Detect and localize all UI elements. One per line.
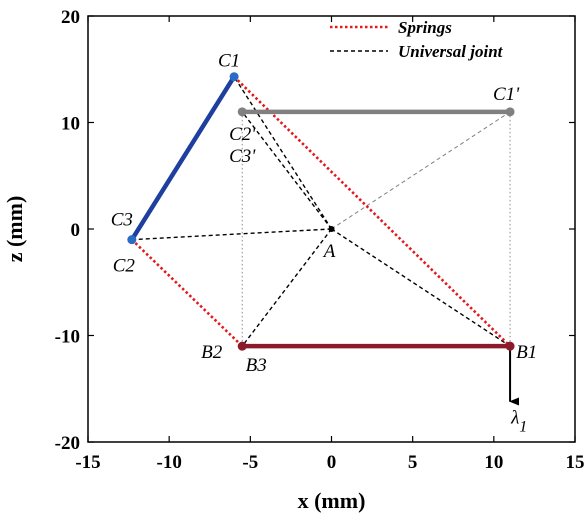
lambda-label: λ1 (510, 408, 527, 436)
x-tick-label: -5 (242, 452, 258, 473)
x-tick-label: 5 (408, 452, 418, 473)
point-label: B1 (516, 342, 537, 363)
y-tick-label: -20 (55, 433, 80, 454)
point-c1 (229, 72, 239, 82)
joint-segment (241, 111, 333, 230)
point-a (328, 226, 335, 232)
x-tick-label: 0 (327, 452, 337, 473)
link-segment (129, 74, 237, 242)
spring-segment (233, 75, 511, 348)
point-label: B3 (246, 355, 267, 376)
y-tick-label: 0 (71, 220, 81, 241)
joint-ghost-segment (331, 111, 511, 230)
y-axis-label: z (mm) (2, 196, 27, 263)
point-label: C3' (229, 146, 256, 167)
point-c2-prime (237, 107, 247, 117)
point-label: C2 (113, 256, 136, 277)
legend-label: Springs (398, 18, 452, 37)
y-tick-label: 20 (61, 7, 80, 28)
point-label: C3 (111, 210, 133, 231)
x-tick-label: 15 (566, 452, 585, 473)
joint-segment (241, 228, 333, 347)
x-tick-label: -10 (157, 452, 182, 473)
x-tick-label: 10 (484, 452, 503, 473)
point-c3 (127, 235, 137, 245)
point-label: C1' (493, 84, 520, 105)
point-b1 (505, 341, 515, 351)
joint-segment (233, 76, 333, 230)
point-c1-prime (505, 107, 515, 117)
point-label: C1 (218, 51, 240, 72)
joint-segment (131, 228, 332, 241)
x-tick-label: -15 (75, 452, 100, 473)
point-b2 (237, 341, 247, 351)
spring-segment (130, 238, 244, 348)
y-tick-label: -10 (55, 327, 80, 348)
y-tick-label: 10 (61, 114, 80, 135)
point-label: C2' (229, 124, 256, 145)
point-label: A (322, 241, 336, 262)
x-axis-label: x (mm) (298, 488, 366, 513)
joint-segment (331, 228, 511, 347)
point-label: B2 (201, 342, 223, 363)
legend-label: Universal joint (398, 42, 504, 61)
